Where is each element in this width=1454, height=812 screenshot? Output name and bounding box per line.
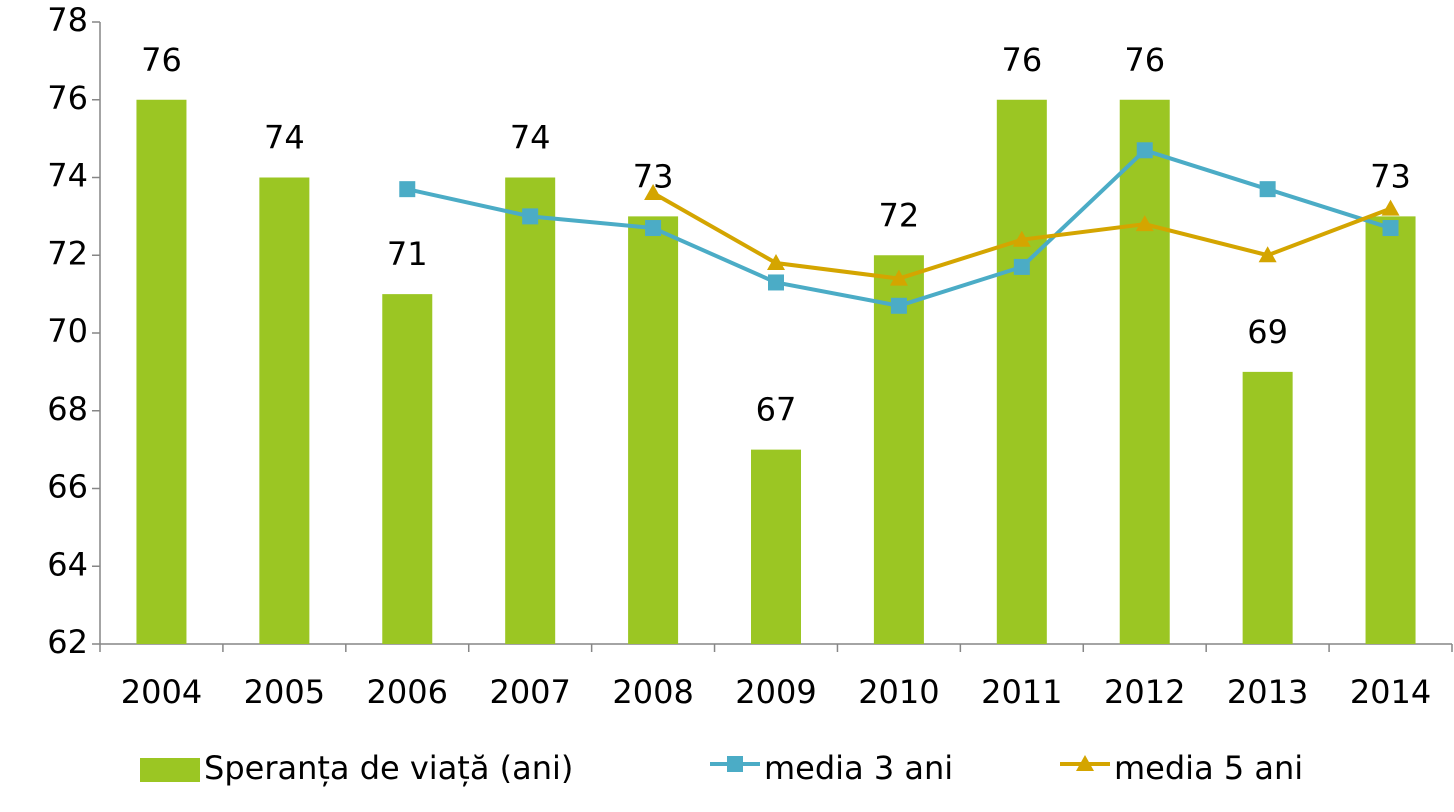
legend-label: Speranța de viață (ani) [204, 749, 573, 787]
data-label: 76 [1001, 41, 1042, 79]
y-tick-label: 62 [47, 623, 88, 661]
marker [890, 297, 907, 314]
marker [1381, 199, 1400, 216]
marker [889, 269, 908, 286]
marker [1013, 258, 1030, 275]
bar [996, 99, 1047, 644]
data-label: 76 [1124, 41, 1165, 79]
marker [1012, 230, 1031, 247]
marker [767, 254, 785, 271]
marker [399, 181, 416, 198]
y-tick-label: 74 [47, 157, 88, 195]
x-tick-label: 2009 [735, 673, 816, 711]
bar [1365, 216, 1416, 644]
y-tick-label: 68 [47, 390, 88, 428]
marker [645, 220, 662, 237]
y-tick-label: 70 [47, 312, 88, 350]
legend-marker [727, 756, 743, 772]
y-tick-label: 72 [47, 234, 88, 272]
x-tick-label: 2004 [121, 673, 202, 711]
bar [873, 255, 924, 644]
marker [522, 208, 539, 225]
y-tick-label: 66 [47, 468, 88, 506]
data-label: 71 [387, 235, 428, 273]
data-label: 73 [633, 157, 674, 195]
data-label: 73 [1370, 157, 1411, 195]
marker [1258, 246, 1277, 263]
legend-marker [1076, 755, 1094, 771]
x-tick-label: 2008 [612, 673, 693, 711]
bar [751, 449, 801, 644]
marker [1135, 215, 1154, 232]
bar [259, 177, 310, 644]
data-label: 76 [141, 41, 182, 79]
bar [382, 294, 433, 644]
data-label: 74 [510, 119, 551, 157]
marker [1136, 142, 1153, 159]
bar [136, 99, 187, 644]
data-label: 72 [879, 196, 920, 234]
data-label: 74 [264, 119, 305, 157]
legend-swatch [140, 758, 200, 782]
marker [1259, 181, 1276, 198]
x-tick-label: 2011 [981, 673, 1062, 711]
bar [1119, 99, 1170, 644]
y-tick-label: 76 [47, 79, 88, 117]
x-tick-label: 2013 [1227, 673, 1308, 711]
bar [628, 216, 679, 644]
x-tick-label: 2005 [244, 673, 325, 711]
x-tick-label: 2012 [1104, 673, 1185, 711]
data-label: 67 [756, 391, 797, 429]
x-tick-label: 2014 [1350, 673, 1431, 711]
x-tick-label: 2006 [367, 673, 448, 711]
y-tick-label: 78 [47, 1, 88, 39]
marker [1382, 220, 1399, 237]
marker [768, 274, 784, 291]
data-label: 69 [1247, 313, 1288, 351]
bar [505, 177, 556, 644]
x-tick-label: 2007 [489, 673, 570, 711]
bar [1242, 371, 1293, 644]
legend-label: media 5 ani [1114, 749, 1303, 787]
x-tick-label: 2010 [858, 673, 939, 711]
legend-label: media 3 ani [764, 749, 953, 787]
y-tick-label: 64 [47, 545, 88, 583]
marker [644, 184, 663, 201]
